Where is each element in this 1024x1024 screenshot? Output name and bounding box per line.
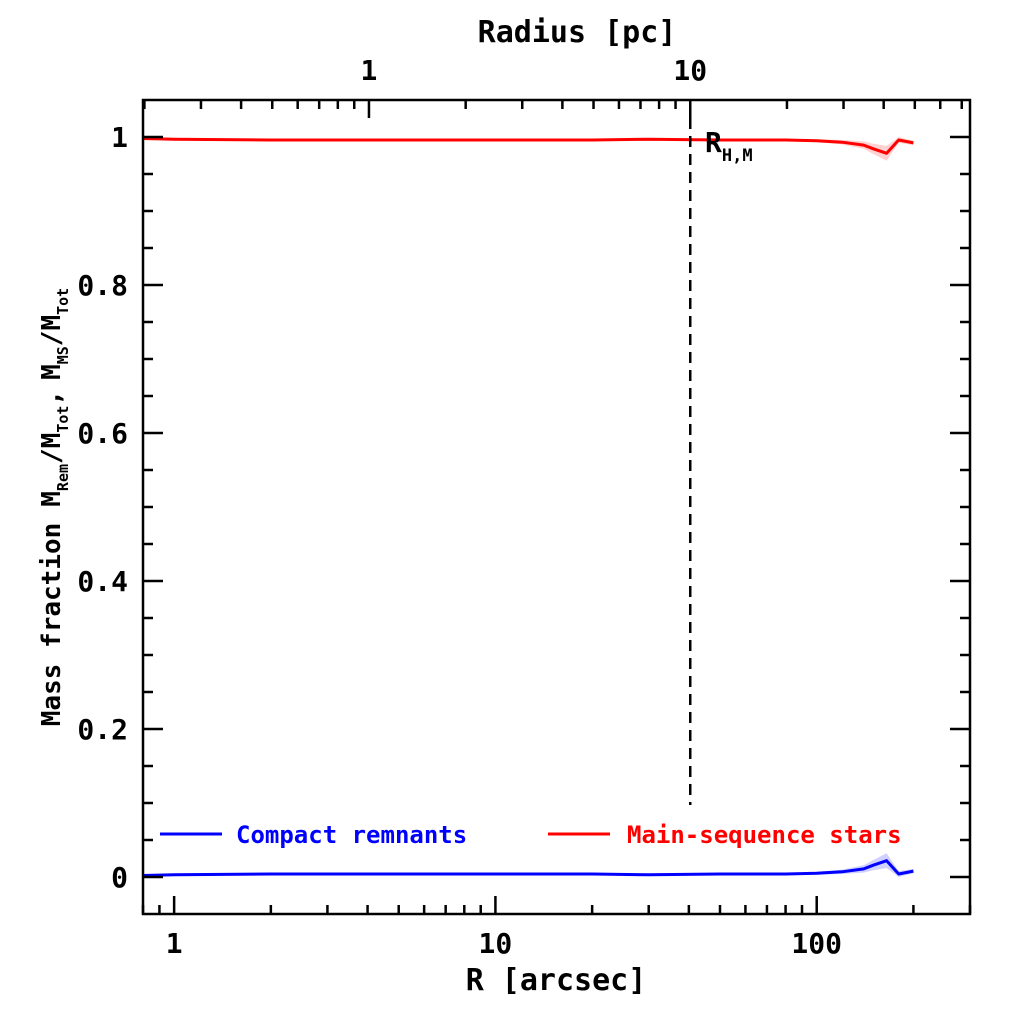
- vline-label-main: R: [705, 126, 722, 159]
- series-line-1: [142, 137, 914, 155]
- y-axis-label-main: Mass fraction: [37, 523, 67, 727]
- y-axis-label-m2-sub: MS: [54, 346, 72, 364]
- y-tick-label: 0.6: [77, 417, 128, 450]
- legend-label-remnants: Compact remnants: [236, 821, 467, 849]
- y-tick-label: 0.8: [77, 269, 128, 302]
- y-tick-label: 1: [111, 121, 128, 154]
- y-axis-label-sep2: /M: [37, 315, 67, 346]
- x-axis-label: R [arcsec]: [466, 963, 647, 998]
- y-tick-label: 0.2: [77, 713, 128, 746]
- y-axis-label: Mass fractionMRem/MTot,MMS/MTot: [37, 288, 72, 726]
- y-axis-label-m1-sub: Rem: [54, 464, 72, 491]
- y-axis-label-comma: ,: [37, 390, 67, 406]
- x2-tick-label: 1: [361, 54, 378, 87]
- vline-label-sub: H,M: [722, 146, 753, 166]
- y-tick-label: 0: [111, 861, 128, 894]
- series-lines: [142, 137, 914, 877]
- top-axis-label: Radius [pc]: [478, 15, 677, 50]
- x2-tick-label: 10: [673, 54, 707, 87]
- error-bands: [143, 137, 914, 877]
- x-tick-label: 100: [791, 927, 842, 960]
- legend: Compact remnants Main-sequence stars: [160, 821, 902, 849]
- y-axis-label-m2: M: [37, 364, 67, 380]
- x-tick-label: 10: [479, 927, 513, 960]
- axis-ticks: [141, 100, 972, 914]
- y-tick-label: 0.4: [77, 565, 128, 598]
- plot-frame: [141, 98, 972, 916]
- y-axis-label-sep1: /M: [37, 433, 67, 464]
- vline-label: RH,M: [705, 126, 753, 166]
- y-axis-label-m1-den-sub: Tot: [54, 406, 72, 433]
- legend-label-main-sequence: Main-sequence stars: [627, 821, 902, 849]
- y-axis-label-m2-den-sub: Tot: [54, 288, 72, 315]
- x-tick-label: 1: [166, 927, 183, 960]
- series-line-0: [142, 859, 914, 877]
- y-axis-label-m1: M: [37, 491, 67, 507]
